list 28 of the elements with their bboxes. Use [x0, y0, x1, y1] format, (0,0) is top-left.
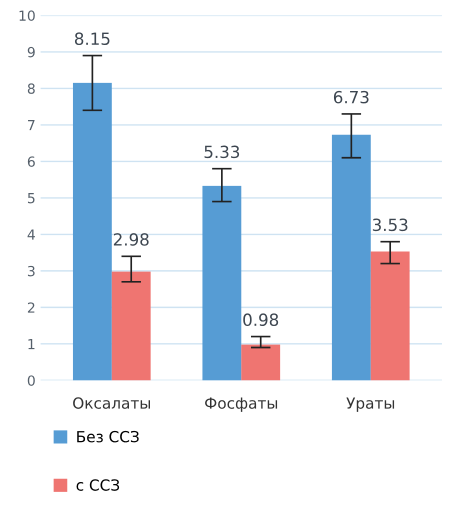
- data-label: 6.73: [334, 90, 369, 104]
- data-label: 3.53: [372, 218, 408, 232]
- bar: [202, 186, 242, 380]
- legend-label: Без ССЗ: [77, 430, 139, 442]
- bar: [72, 82, 112, 380]
- bar: [241, 344, 280, 380]
- y-tick-label: 7: [28, 120, 35, 130]
- data-label: 8.15: [74, 32, 110, 46]
- y-tick-label: 4: [28, 230, 35, 240]
- data-label: 0.98: [243, 313, 278, 326]
- y-tick-label: 6: [28, 156, 35, 167]
- data-label: 2.98: [114, 233, 149, 246]
- data-label: 5.33: [204, 146, 240, 158]
- y-tick-label: 3: [28, 266, 35, 276]
- x-tick-label: Фосфаты: [205, 397, 278, 412]
- x-tick-label: Оксалаты: [73, 397, 150, 409]
- bar: [332, 134, 371, 380]
- x-tick-label: Ураты: [346, 397, 394, 412]
- bar: [112, 272, 151, 380]
- y-tick-label: 10: [20, 10, 35, 21]
- y-tick-label: 5: [28, 193, 35, 204]
- y-tick-label: 8: [28, 83, 35, 94]
- bar: [370, 252, 410, 380]
- y-tick-label: 1: [28, 339, 34, 350]
- legend-label: с ССЗ: [76, 479, 120, 491]
- y-tick-label: 0: [28, 375, 35, 386]
- y-tick-label: 9: [28, 46, 35, 58]
- y-tick-label: 2: [28, 302, 34, 313]
